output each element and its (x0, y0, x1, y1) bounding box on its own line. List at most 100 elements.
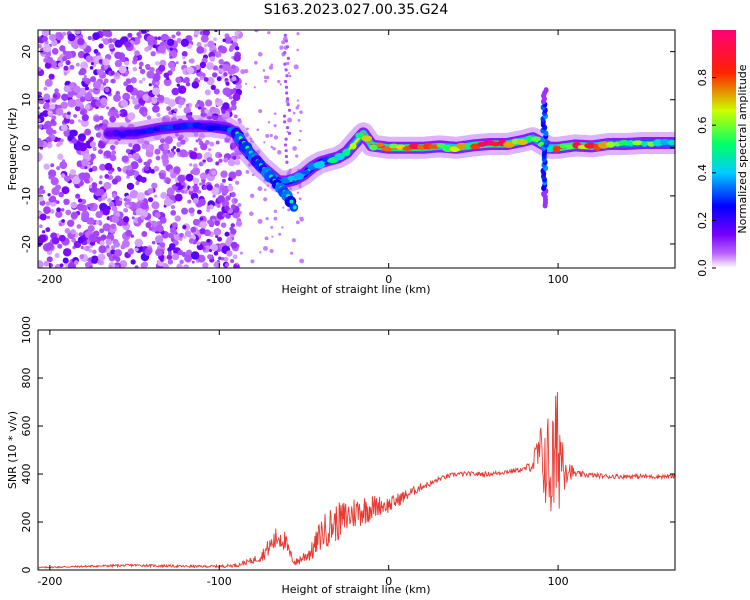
spectrogram-speckle (131, 216, 135, 220)
spectrogram-speckle (229, 226, 234, 232)
spectrogram-speckle (138, 66, 143, 70)
spectrogram-speckle (233, 54, 241, 62)
spectrogram-speckle (292, 111, 296, 115)
spectrogram-speckle (176, 148, 181, 153)
spectrogram-speckle (154, 148, 161, 155)
spectrogram-speckle (184, 254, 192, 263)
spectrogram-blob (131, 128, 141, 137)
spectrogram-blob (172, 124, 182, 131)
spectrogram-speckle (103, 181, 112, 190)
spectrogram-speckle (191, 184, 200, 193)
spectrogram-speckle (83, 74, 87, 79)
spectrogram-speckle (174, 215, 181, 222)
y-tick-label: 0 (20, 567, 33, 574)
spectrogram-speckle (162, 158, 169, 165)
spectrogram-speckle (257, 186, 263, 192)
spectrogram-speckle (216, 203, 221, 208)
spectrogram-speckle (95, 210, 103, 219)
spectrogram-speckle (155, 248, 164, 257)
spectrogram-speckle (286, 102, 290, 107)
spectrogram-speckle (110, 70, 115, 76)
spectrogram-speckle (159, 242, 166, 248)
spectrogram-speckle (221, 109, 226, 114)
spectrogram-speckle (104, 173, 110, 179)
snr-x-ticks: -200 -100 0 100 (37, 330, 569, 588)
spectrogram-speckle (125, 229, 133, 237)
spectrogram-speckle (88, 168, 93, 173)
spectrogram-speckle (141, 231, 148, 237)
spectrogram-speckle (240, 251, 243, 255)
spectrogram-speckle (126, 165, 133, 171)
spectrogram-speckle (227, 185, 234, 192)
spectrogram-speckle (172, 229, 177, 235)
spectrogram-speckle (100, 97, 108, 105)
spectrogram-speckle (273, 209, 278, 214)
spectrogram-speckle (141, 143, 148, 150)
spectrogram-speckle (103, 155, 107, 159)
spectrogram-speckle (117, 167, 122, 172)
spectrogram-speckle (67, 99, 76, 108)
spectrogram-speckle (219, 64, 223, 69)
spectrogram-speckle (158, 144, 164, 150)
spectrogram-speckle (223, 72, 228, 77)
spectrogram-speckle (238, 210, 242, 215)
spectrogram-speckle (63, 71, 68, 76)
spectrogram-speckle (204, 140, 210, 145)
spectrogram-speckle (259, 251, 262, 254)
spectrogram-speckle (57, 243, 63, 249)
spectrogram-speckle (234, 180, 240, 185)
spectrogram-speckle (235, 46, 240, 51)
spectrogram-speckle (290, 251, 294, 255)
spectrogram-speckle (65, 209, 72, 216)
spectrogram-speckle (173, 108, 178, 112)
spectrogram-speckle (186, 103, 190, 108)
spectrogram-speckle (47, 110, 53, 116)
spectrogram-speckle (250, 259, 255, 264)
spectrogram-speckle (174, 193, 183, 202)
spectrogram-blob (313, 161, 325, 169)
spectrogram-speckle (130, 161, 139, 170)
spectrogram-speckle (127, 153, 133, 159)
spectrogram-speckle (220, 222, 227, 228)
spectrogram-speckle (42, 44, 51, 53)
spectrogram-blob (530, 136, 542, 142)
spectrogram-speckle (84, 262, 91, 268)
spectrogram-speckle (87, 164, 91, 169)
spectrogram-speckle (282, 206, 285, 209)
spectrogram-speckle (171, 253, 180, 261)
spectrogram-speckle (257, 218, 263, 224)
spectrogram-speckle (46, 256, 53, 263)
spectrogram-speckle (254, 60, 258, 65)
spectrogram-speckle (102, 223, 111, 232)
spectrogram-speckle (151, 182, 158, 189)
colorbar-tick-label: 0.6 (696, 116, 709, 134)
spectrogram-speckle (224, 263, 229, 267)
spectrogram-speckle (221, 186, 229, 195)
spectrogram-speckle (225, 195, 231, 201)
spectrogram-speckle (75, 193, 81, 199)
spectrogram-speckle (229, 44, 235, 51)
spectrogram-blob (491, 141, 500, 147)
spectrogram-speckle (179, 259, 184, 265)
spectrogram-speckle (70, 211, 78, 220)
spectrogram-speckle (231, 76, 237, 82)
spectrogram-speckle (110, 223, 117, 230)
spectrogram-blob (369, 144, 378, 151)
spectrogram-speckle (56, 207, 62, 213)
spectrogram-speckle (296, 48, 299, 52)
spectrogram-speckle (219, 46, 228, 54)
spectrogram-blob (641, 141, 648, 147)
spectrogram-speckle (144, 161, 151, 167)
spectrogram-speckle (168, 232, 174, 239)
y-tick-label: 10 (20, 93, 33, 107)
spectrogram-speckle (132, 98, 140, 105)
spectrogram-speckle (88, 249, 93, 253)
spectrogram-speckle (106, 197, 112, 203)
y-tick-label: -10 (20, 187, 33, 205)
spectrogram-speckle (263, 75, 268, 80)
spectrogram-speckle (233, 114, 238, 119)
spectrogram-speckle (296, 32, 300, 36)
spectrogram-blob (632, 140, 644, 146)
spectrogram-speckle (41, 30, 50, 37)
spectrogram-speckle (215, 98, 220, 103)
